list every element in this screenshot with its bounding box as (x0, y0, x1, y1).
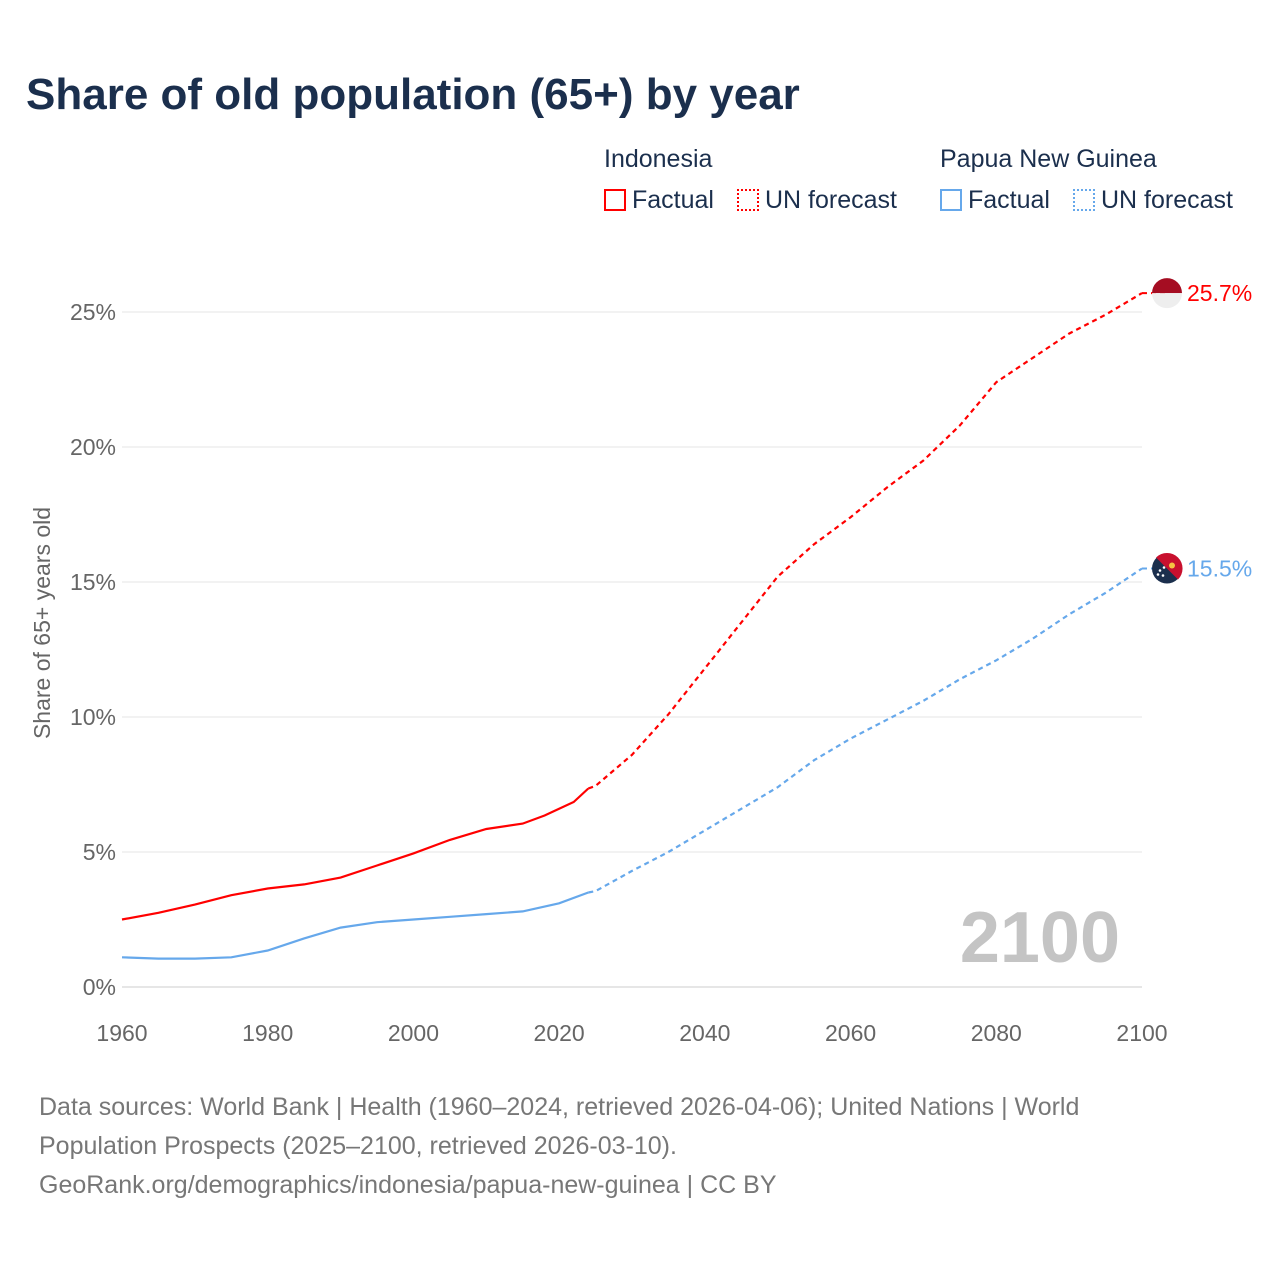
legend-label: UN forecast (765, 186, 897, 214)
source-line-1: Data sources: World Bank | Health (1960–… (39, 1093, 1080, 1160)
y-tick-label: 10% (70, 704, 116, 730)
x-tick-label: 1960 (96, 1020, 147, 1046)
legend-swatch-solid (604, 189, 626, 211)
y-tick-label: 20% (70, 434, 116, 460)
legend-indonesia-forecast[interactable]: UN forecast (737, 186, 897, 215)
year-watermark: 2100 (960, 898, 1120, 978)
legend-group-png-title: Papua New Guinea (940, 145, 1157, 173)
legend-label: Factual (968, 186, 1050, 214)
papua-new-guinea-flag-icon (1152, 552, 1183, 584)
y-tick-label: 5% (83, 839, 116, 865)
y-tick-label: 25% (70, 299, 116, 325)
legend-swatch-dotted (737, 189, 759, 211)
end-value-label: 25.7% (1187, 280, 1252, 306)
legend-swatch-dotted (1073, 189, 1095, 211)
y-axis-label: Share of 65+ years old (29, 507, 55, 739)
series-line-indonesia-un-forecast (587, 292, 1143, 790)
legend-label: UN forecast (1101, 186, 1233, 214)
legend-png-factual[interactable]: Factual (940, 186, 1050, 215)
x-tick-label: 2020 (534, 1020, 585, 1046)
end-value-label: 15.5% (1187, 556, 1252, 582)
legend-png-forecast[interactable]: UN forecast (1073, 186, 1233, 215)
y-tick-label: 15% (70, 569, 116, 595)
series-line-papua-new-guinea-factual (121, 891, 589, 960)
x-tick-label: 2080 (971, 1020, 1022, 1046)
indonesia-flag-icon (1152, 278, 1182, 309)
legend-group-indonesia-title: Indonesia (604, 145, 713, 173)
x-tick-label: 2060 (825, 1020, 876, 1046)
legend-swatch-solid (940, 189, 962, 211)
x-tick-label: 1980 (242, 1020, 293, 1046)
legend-label: Factual (632, 186, 714, 214)
legend-indonesia-factual[interactable]: Factual (604, 186, 714, 215)
chart-title: Share of old population (65+) by year (26, 70, 800, 119)
source-note: Data sources: World Bank | Health (1960–… (39, 1088, 1189, 1205)
series-line-indonesia-factual (121, 787, 590, 921)
source-line-2[interactable]: GeoRank.org/demographics/indonesia/papua… (39, 1171, 777, 1199)
x-tick-label: 2000 (388, 1020, 439, 1046)
y-tick-label: 0% (83, 974, 116, 1000)
series-line-papua-new-guinea-un-forecast (588, 567, 1143, 894)
x-tick-label: 2100 (1116, 1020, 1167, 1046)
x-tick-label: 2040 (679, 1020, 730, 1046)
